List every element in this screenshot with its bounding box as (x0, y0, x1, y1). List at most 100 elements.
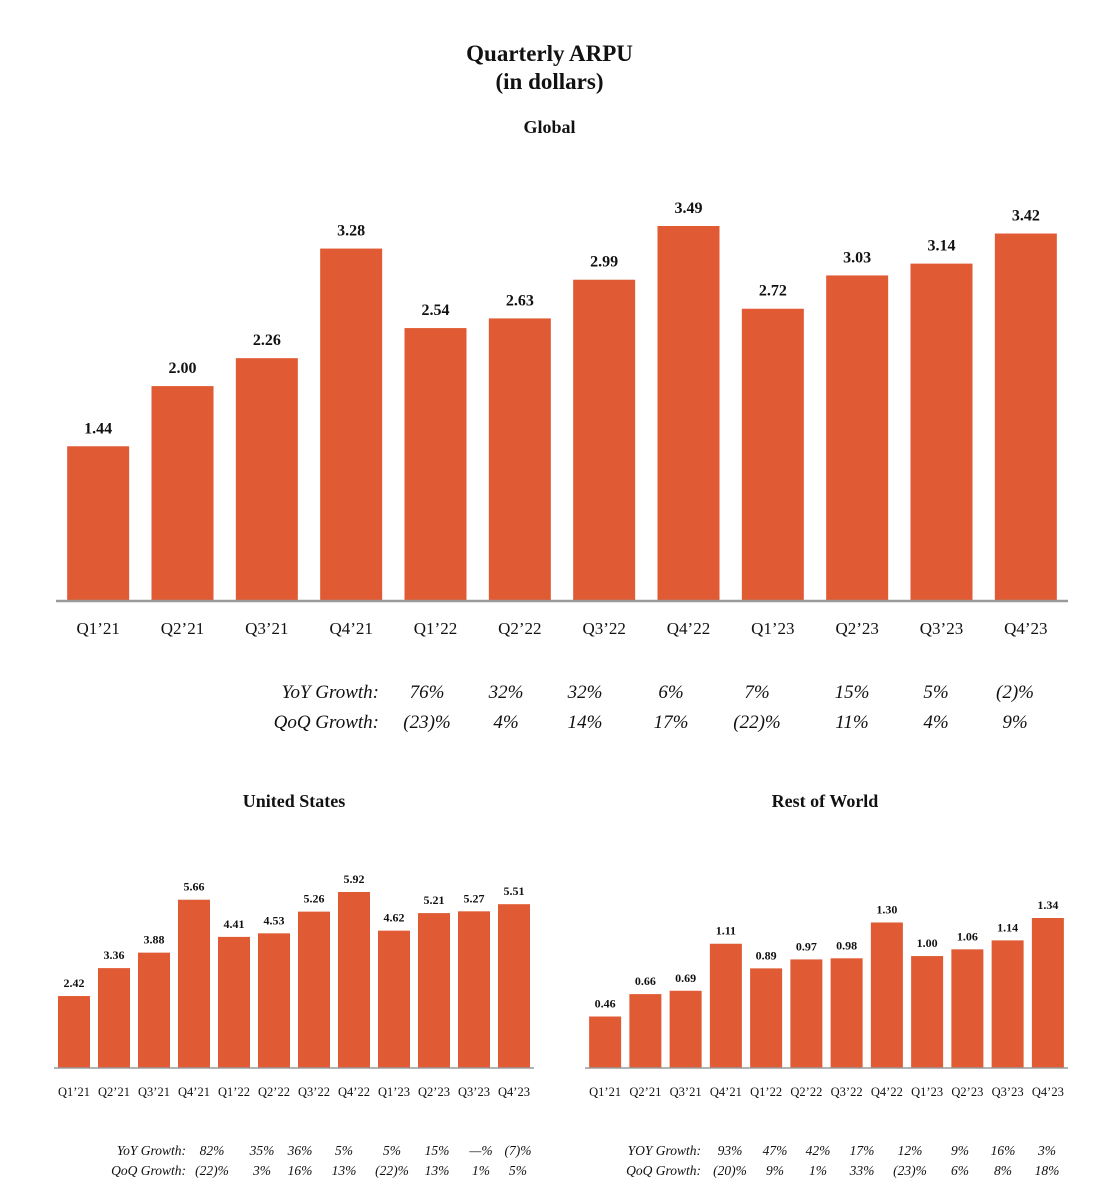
global-yoy-value: 76% (409, 682, 445, 703)
us-category-label: Q3’21 (138, 1085, 170, 1099)
global-yoy-value: 32% (488, 682, 524, 703)
row-category-label: Q2’21 (629, 1085, 661, 1099)
us-yoy-value: 36% (287, 1143, 313, 1158)
us-category-label: Q2’22 (258, 1085, 290, 1099)
us-bar (418, 913, 450, 1068)
row-yoy-value: 12% (897, 1143, 923, 1158)
global-value-label: 2.54 (422, 302, 450, 319)
us-yoy-value: 82% (199, 1143, 225, 1158)
global-category-label: Q1’22 (414, 619, 457, 638)
us-value-label: 4.53 (264, 913, 285, 927)
us-value-label: 5.92 (344, 872, 365, 886)
global-value-label: 2.99 (590, 254, 618, 271)
global-yoy-value: 32% (567, 682, 603, 703)
us-value-label: 5.27 (464, 891, 485, 905)
us-value-label: 5.26 (304, 892, 325, 906)
global-bar (741, 308, 804, 601)
row-category-label: Q1’21 (589, 1085, 621, 1099)
row-bar (669, 990, 702, 1068)
us-qoq-value: 16% (287, 1163, 313, 1178)
row-value-label: 1.06 (957, 929, 978, 943)
us-qoq-value: 13% (331, 1163, 357, 1178)
global-value-label: 1.44 (84, 420, 112, 437)
us-bar (58, 996, 90, 1068)
row-value-label: 0.66 (635, 974, 656, 988)
global-value-label: 3.14 (928, 238, 956, 255)
us-bar (298, 911, 330, 1068)
global-bar (488, 318, 551, 601)
global-yoy-value: 6% (658, 682, 684, 703)
row-value-label: 1.00 (917, 936, 938, 950)
global-value-label: 3.49 (675, 200, 703, 217)
row-category-label: Q4’21 (710, 1085, 742, 1099)
global-value-label: 3.28 (337, 223, 365, 240)
us-qoq-value: 1% (472, 1163, 490, 1178)
us-yoy-value: 5% (335, 1143, 353, 1158)
row-value-label: 0.69 (675, 971, 696, 985)
global-category-label: Q3’22 (582, 619, 625, 638)
row-qoq-value: 1% (809, 1163, 827, 1178)
global-value-label: 2.00 (169, 360, 197, 377)
us-category-label: Q3’22 (298, 1085, 330, 1099)
us-value-label: 5.66 (184, 880, 205, 894)
us-qoq-value: (22)% (195, 1163, 229, 1178)
row-yoy-value: 17% (849, 1143, 875, 1158)
row-bar (589, 1016, 622, 1068)
row-category-label: Q1’22 (750, 1085, 782, 1099)
us-qoq-value: 13% (424, 1163, 450, 1178)
row-category-label: Q1’23 (911, 1085, 943, 1099)
global-value-label: 2.63 (506, 292, 534, 309)
us-yoy-value: (7)% (504, 1143, 532, 1158)
global-category-label: Q3’23 (920, 619, 963, 638)
global-bar (657, 226, 720, 601)
us-value-label: 4.62 (384, 911, 405, 925)
row-yoy-value: 16% (990, 1143, 1016, 1158)
us-qoq-value: (22)% (375, 1163, 409, 1178)
row-value-label: 0.98 (836, 938, 857, 952)
us-value-label: 3.36 (104, 948, 125, 962)
us-category-label: Q4’22 (338, 1085, 370, 1099)
row-value-label: 1.11 (716, 924, 736, 938)
global-category-label: Q4’21 (329, 619, 372, 638)
global-bar (573, 279, 636, 601)
us-bar (458, 911, 490, 1068)
row-qoq-value: 8% (994, 1163, 1012, 1178)
row-value-label: 1.30 (876, 902, 897, 916)
row-bar (991, 940, 1024, 1068)
us-category-label: Q2’21 (98, 1085, 130, 1099)
row-value-label: 1.34 (1037, 898, 1058, 912)
global-bar (404, 328, 467, 601)
global-yoy-value: 7% (744, 682, 770, 703)
us-bar (178, 899, 210, 1068)
global-bar (826, 275, 889, 601)
global-qoq-value: 4% (923, 712, 949, 733)
us-value-label: 2.42 (64, 976, 85, 990)
us-bar (218, 936, 250, 1068)
row-yoy-value: 9% (951, 1143, 969, 1158)
row-qoq-value: (23)% (893, 1163, 927, 1178)
row-category-label: Q2’23 (951, 1085, 983, 1099)
row-qoq-value: (20)% (713, 1163, 747, 1178)
global-yoy-value: (2)% (996, 682, 1034, 703)
row-category-label: Q3’23 (992, 1085, 1024, 1099)
global-value-label: 2.26 (253, 332, 281, 349)
row-bar (790, 959, 823, 1068)
global-yoy-value: 15% (834, 682, 870, 703)
us-value-label: 4.41 (224, 917, 245, 931)
row-bar (709, 943, 742, 1068)
us-qoq-label: QoQ Growth: (111, 1163, 186, 1178)
global-category-label: Q2’23 (835, 619, 878, 638)
global-bar (235, 358, 298, 601)
us-qoq-value: 3% (253, 1163, 271, 1178)
global-qoq-value: 11% (835, 712, 869, 733)
us-category-label: Q4’21 (178, 1085, 210, 1099)
global-qoq-value: 17% (653, 712, 689, 733)
us-bar (498, 904, 530, 1068)
global-bar (910, 263, 973, 601)
us-value-label: 5.51 (504, 884, 525, 898)
global-category-label: Q3’21 (245, 619, 288, 638)
row-value-label: 0.89 (756, 948, 777, 962)
us-category-label: Q4’23 (498, 1085, 530, 1099)
row-category-label: Q4’22 (871, 1085, 903, 1099)
global-category-label: Q2’22 (498, 619, 541, 638)
